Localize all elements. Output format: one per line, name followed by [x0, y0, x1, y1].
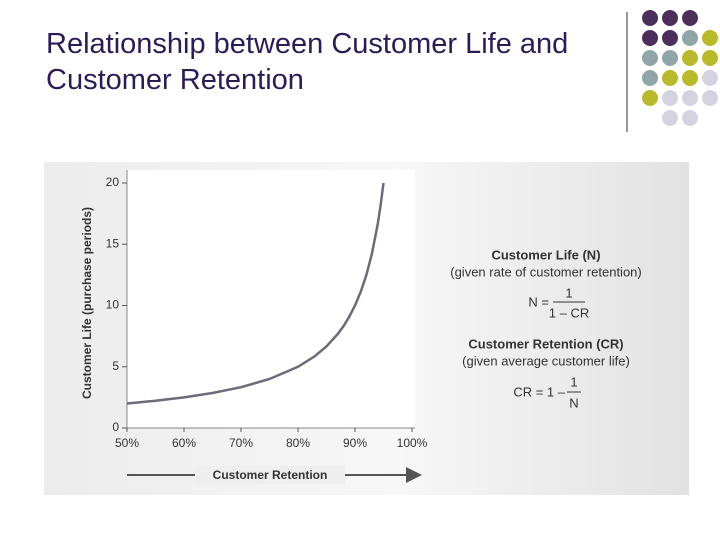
x-tick-label: 60%: [172, 436, 196, 450]
line: [126, 182, 385, 405]
x-tick-label: 50%: [115, 436, 139, 450]
x-axis-label-bg: [195, 466, 345, 484]
slide-title: Relationship between Customer Life and C…: [46, 28, 569, 96]
formula-heading: Customer Life (N): [491, 247, 600, 262]
formula-lhs: N =: [528, 294, 549, 309]
x-tick-label: 80%: [286, 436, 310, 450]
y-tick-label: 0: [112, 420, 119, 434]
y-tick-label: 20: [106, 175, 120, 189]
y-tick-label: 5: [112, 359, 119, 373]
x-tick-label: 70%: [229, 436, 253, 450]
formula-heading: Customer Retention (CR): [468, 336, 623, 351]
formula-denominator: N: [569, 395, 578, 410]
formula-subheading: (given average customer life): [462, 353, 630, 368]
formula-numerator: 1: [565, 285, 572, 300]
plot-area: [127, 170, 415, 428]
formula-numerator: 1: [570, 374, 577, 389]
formula-subheading: (given rate of customer retention): [450, 264, 641, 279]
y-tick-label: 15: [106, 236, 120, 250]
x-tick-label: 90%: [343, 436, 367, 450]
formula-denominator: 1 – CR: [549, 305, 589, 320]
decoration: [626, 10, 718, 132]
formula-lhs: CR = 1 –: [513, 384, 565, 399]
y-tick-label: 10: [106, 298, 120, 312]
x-axis-label: Customer Retention: [213, 468, 328, 482]
y-axis-label: Customer Life (purchase periods): [80, 207, 94, 399]
x-tick-label: 100%: [397, 436, 428, 450]
